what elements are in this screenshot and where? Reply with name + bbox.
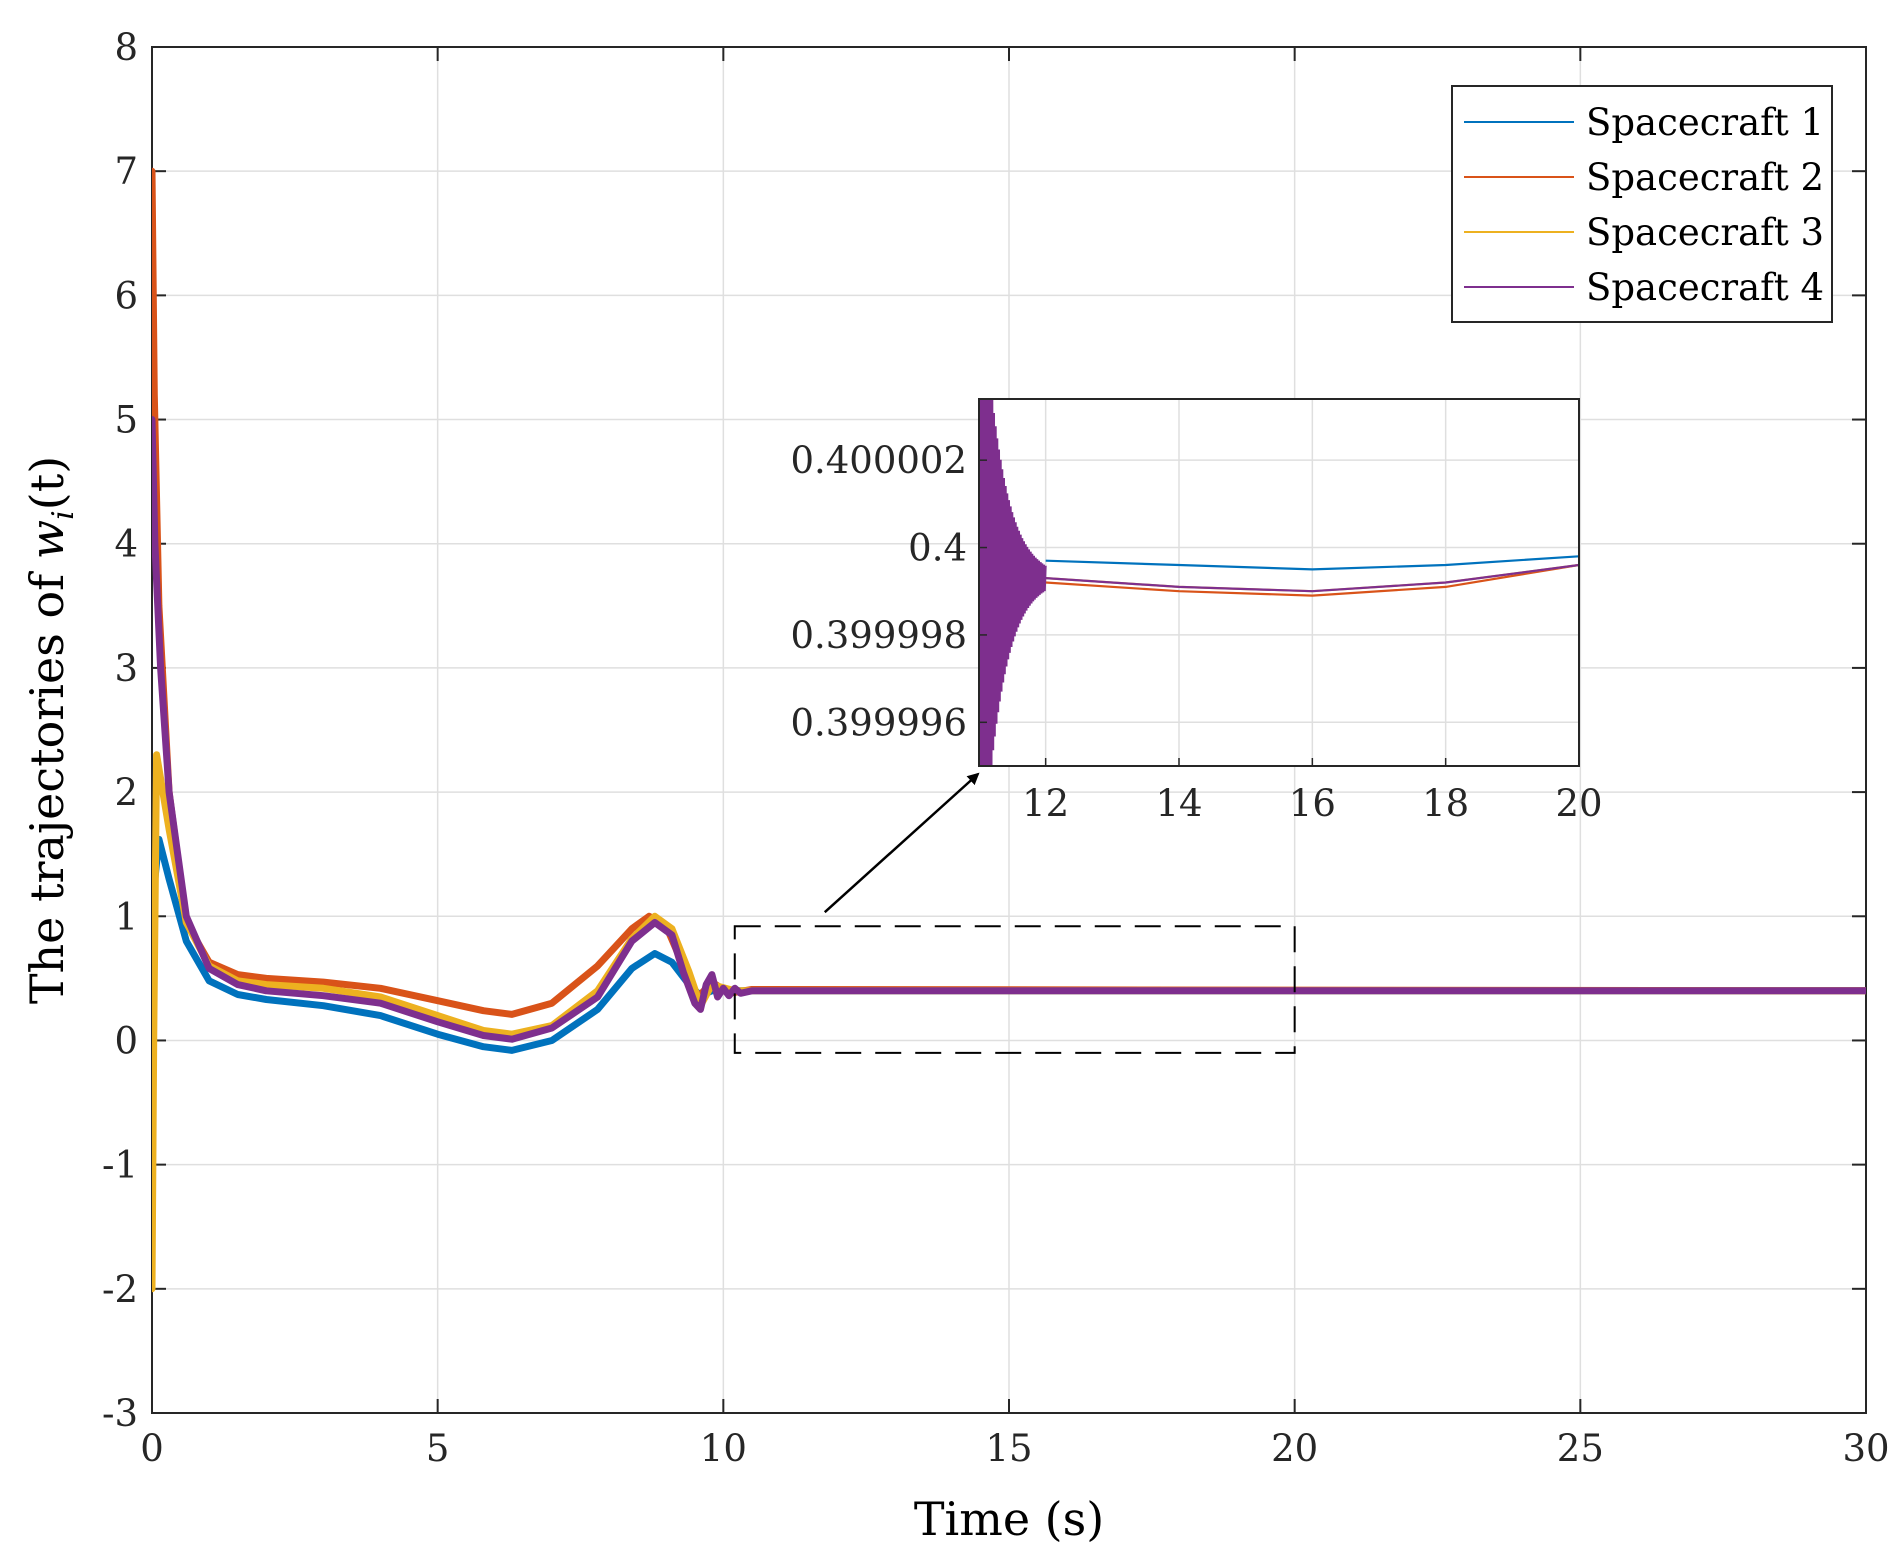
inset-x-tick-label: 20 <box>1555 782 1602 825</box>
inset-series-line-spacecraft-4 <box>1045 563 1579 593</box>
y-tick-label: 8 <box>114 26 138 69</box>
inset-x-tick-label: 12 <box>1022 782 1069 825</box>
zoom-box <box>733 925 1296 1054</box>
x-tick-label: 30 <box>1842 1427 1889 1470</box>
inset-ticks: 12 14 16 18 20 0.399996 0.399998 0.4 0.400002 <box>790 439 1602 825</box>
inset-x-tick-label: 14 <box>1155 782 1202 825</box>
inset-y-tick-label: 0.400002 <box>790 439 967 482</box>
y-tick-label: 1 <box>114 895 138 938</box>
legend-box <box>1451 85 1833 323</box>
x-tick-label: 25 <box>1557 1427 1604 1470</box>
y-tick-label: 4 <box>114 523 138 566</box>
y-tick-label: 0 <box>114 1019 138 1062</box>
y-tick-label: 3 <box>114 647 138 690</box>
y-tick-label: 6 <box>114 274 138 317</box>
inset-oscillation-spacecraft-4 <box>979 399 1047 766</box>
y-tick-label: 7 <box>114 150 138 193</box>
inset-series <box>979 399 1579 766</box>
legend-items: Spacecraft 1 Spacecraft 2 Spacecraft 3 Spac… <box>1464 101 1824 309</box>
inset-plot-area <box>978 398 1580 767</box>
inset-y-tick-label: 0.399998 <box>790 614 967 657</box>
y-axis-label-symbol: w <box>20 520 74 559</box>
inset-y-tick-label: 0.4 <box>908 527 967 570</box>
y-tick-label: -1 <box>102 1144 138 1187</box>
x-tick-label: 15 <box>985 1427 1032 1470</box>
x-tick-label: 0 <box>140 1427 164 1470</box>
inset-background <box>979 399 1579 766</box>
y-axis-label: The trajectories of wi(t) <box>20 456 81 1004</box>
legend-label-spacecraft-1: Spacecraft 1 <box>1586 101 1824 144</box>
x-tick-label: 10 <box>700 1427 747 1470</box>
legend-label-spacecraft-2: Spacecraft 2 <box>1586 156 1824 199</box>
x-axis-label: Time (s) <box>914 1492 1104 1546</box>
x-tick-label: 20 <box>1271 1427 1318 1470</box>
y-axis-label-argument: (t) <box>20 456 74 510</box>
series-line-spacecraft-4 <box>152 416 1866 1043</box>
inset-series-line-spacecraft-1 <box>1045 555 1579 571</box>
legend-label-spacecraft-3: Spacecraft 3 <box>1586 211 1824 254</box>
y-tick-label: -2 <box>102 1268 138 1311</box>
inset-y-tick-label: 0.399996 <box>790 701 967 744</box>
zoom-arrow <box>823 772 980 914</box>
main-series <box>152 167 1866 1293</box>
x-tick-label: 5 <box>426 1427 450 1470</box>
legend: Spacecraft 1 Spacecraft 2 Spacecraft 3 Spac… <box>1451 85 1833 323</box>
y-axis-label-subscript: i <box>46 510 81 520</box>
y-tick-label: 2 <box>114 771 138 814</box>
y-tick-label: 5 <box>114 399 138 442</box>
inset-x-tick-label: 18 <box>1422 782 1469 825</box>
y-tick-label: -3 <box>102 1392 138 1435</box>
y-axis-label-text: The trajectories of <box>20 559 74 1004</box>
inset-x-tick-label: 16 <box>1289 782 1336 825</box>
legend-label-spacecraft-4: Spacecraft 4 <box>1586 266 1824 309</box>
inset-series-line-spacecraft-2 <box>1045 563 1579 597</box>
